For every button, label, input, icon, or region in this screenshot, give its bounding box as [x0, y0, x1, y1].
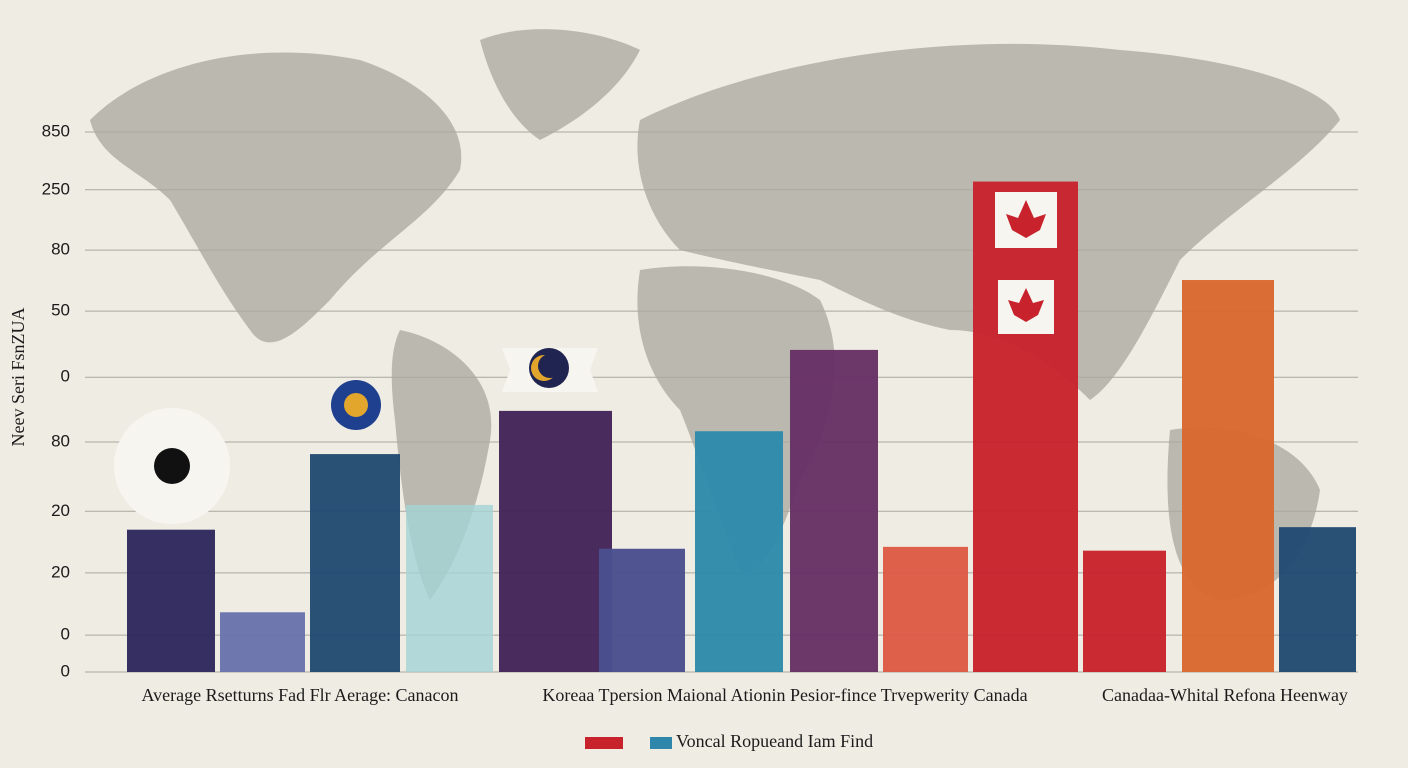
bar — [1083, 550, 1166, 672]
y-tick-label: 250 — [42, 179, 70, 198]
y-tick-label: 0 — [61, 367, 70, 386]
bar — [406, 504, 493, 672]
bar — [1279, 527, 1356, 672]
bar — [973, 181, 1078, 672]
y-tick-label: 20 — [51, 501, 70, 520]
y-tick-label: 80 — [51, 432, 70, 451]
group-label: Koreaa Tpersion Maional Ationin Pesior-f… — [542, 685, 1027, 705]
legend: Voncal Ropueand Iam Find — [585, 731, 873, 751]
y-tick-label: 50 — [51, 301, 70, 320]
bar — [499, 410, 612, 672]
bar — [790, 349, 878, 672]
bar — [695, 431, 783, 672]
legend-swatch — [585, 737, 623, 749]
bar — [220, 612, 305, 672]
y-tick-label: 20 — [51, 562, 70, 581]
bar — [1182, 280, 1274, 672]
flag-decorations — [114, 192, 1057, 524]
y-tick-label: 80 — [51, 240, 70, 259]
group-label: Canadaa-Whital Refona Heenway — [1102, 685, 1348, 705]
y-tick-label: 850 — [42, 121, 70, 140]
y-tick-label: 0 — [61, 625, 70, 644]
bar — [127, 529, 215, 672]
y-axis-label: Neev Seri FsnZUA — [8, 308, 28, 447]
y-tick-label: 0 — [61, 661, 70, 680]
bar — [310, 454, 400, 672]
group-label: Average Rsetturns Fad Flr Aerage: Canaco… — [141, 685, 458, 705]
bar — [883, 546, 968, 672]
bars — [127, 181, 1356, 672]
legend-swatch — [650, 737, 672, 749]
legend-label: Voncal Ropueand Iam Find — [676, 731, 873, 751]
bar — [599, 548, 685, 672]
